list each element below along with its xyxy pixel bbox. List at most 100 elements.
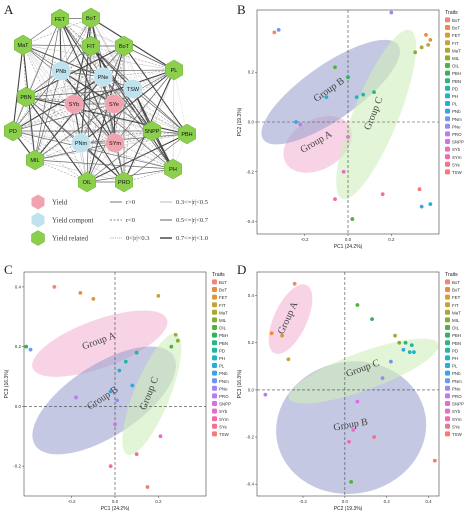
network-edge [22, 44, 188, 135]
legend-item-fit: FIT [445, 40, 459, 46]
legend-item-snpp: SNPP [212, 401, 231, 407]
legend-label: FIT [452, 41, 459, 46]
legend-item-pne: PNe [212, 385, 228, 391]
legend-label: PBN [452, 341, 461, 346]
legend-swatch [212, 363, 217, 368]
network-edge [113, 45, 125, 105]
legend-label: TSW [452, 170, 463, 175]
network-edge [25, 96, 174, 170]
legend-class-related: Yield related [31, 230, 88, 246]
legend-swatch [212, 309, 217, 315]
data-point [52, 285, 57, 289]
network-edge [12, 130, 88, 183]
legend-label: TSW [452, 432, 463, 437]
network-edge [12, 69, 175, 132]
legend-r-label: 0.3<=|r|<0.5 [176, 199, 208, 206]
legend-swatch [212, 355, 217, 361]
network-node-pne: PNe [93, 67, 113, 87]
node-hexagon-shape [4, 120, 22, 142]
data-point [409, 343, 414, 347]
network-edge [90, 45, 125, 183]
node-label: TSW [127, 87, 140, 93]
y-tick-label: 0.4 [248, 293, 255, 298]
node-hexagon-shape [82, 35, 100, 57]
legend-label: SYm [452, 417, 462, 422]
legend-swatch [445, 154, 450, 160]
y-axis-label: PC3 (16.3%) [237, 369, 243, 398]
x-tick-label: 0.0 [342, 499, 349, 504]
network-edge [12, 130, 82, 144]
legend-label: PH [219, 356, 225, 361]
legend-label: BoT [219, 288, 227, 293]
network-edge [34, 159, 174, 170]
legend-swatch [212, 370, 217, 376]
legend-label: SYe [219, 424, 227, 429]
legend-swatch [445, 161, 450, 167]
data-point [355, 303, 360, 307]
legend-label: PBH [219, 333, 228, 338]
legend-item-pl: PL [445, 363, 458, 369]
legend-item-mat: MaT [445, 47, 461, 53]
data-point [346, 75, 350, 80]
node-hexagon-shape [51, 8, 69, 30]
legend-swatch [445, 317, 450, 323]
network-node-bot: BoT [82, 7, 100, 29]
data-point [372, 435, 377, 439]
network-edge [114, 142, 174, 170]
node-label: PNm [75, 141, 88, 147]
legend-label: MaT [452, 310, 461, 315]
network-node-mat: MaT [14, 34, 32, 56]
group-ellipse-1: Group A [268, 284, 313, 354]
legend-swatch [445, 416, 450, 422]
ellipse-shape [288, 338, 439, 404]
network-edge [22, 44, 82, 144]
network-edge [25, 45, 125, 98]
legend-swatch [212, 347, 217, 353]
legend-label: PNb [452, 109, 461, 114]
network-edge [102, 76, 125, 183]
legend-item-pnb: PNb [445, 108, 461, 114]
network-edge [90, 45, 174, 170]
legend-label: SYm [452, 155, 462, 160]
network-edge [25, 96, 116, 144]
network-node-snpp: SNPP [143, 120, 161, 142]
network-edge [12, 103, 75, 132]
legend-r-label: r>0 [126, 199, 135, 206]
legend-item-sym: SYm [212, 416, 229, 422]
network-edge [34, 17, 92, 161]
node-label: PNe [98, 75, 109, 81]
network-node-pbh: PBH [178, 123, 196, 145]
network-edge [73, 88, 134, 105]
network-edge [151, 69, 175, 132]
network-edge [22, 44, 116, 144]
legend-item-oil: OIL [445, 63, 460, 69]
panel-label-a: A [4, 2, 14, 17]
data-point [117, 368, 122, 373]
legend-item-fet: FET [445, 294, 461, 300]
network-edge [80, 142, 174, 170]
legend-label: SNPP [452, 140, 464, 145]
legend-item-tsw: TSW [445, 169, 463, 175]
ellipse-shape [261, 39, 400, 145]
node-label: PD [9, 129, 17, 135]
node-circle-shape [64, 94, 84, 114]
legend-hexagon-icon [31, 230, 45, 246]
network-edge [60, 70, 134, 90]
network-edge [73, 45, 92, 105]
node-hexagon-shape [78, 171, 96, 193]
legend-swatch [445, 408, 450, 414]
legend-item-bot: BoT [212, 287, 227, 293]
legend-item-pd: PD [212, 347, 225, 353]
data-point [175, 338, 180, 343]
data-point [346, 135, 350, 139]
network-edge [114, 142, 125, 183]
legend-label: BoT [452, 18, 460, 23]
network-edge [173, 69, 188, 135]
data-point [91, 296, 96, 301]
group-ellipse-1: Group A [32, 310, 168, 377]
network-edge [25, 96, 115, 105]
x-axis-label: PC1 (24.2%) [101, 506, 130, 512]
network-edge [22, 44, 174, 170]
legend-swatch [445, 25, 450, 30]
y-tick-label: 0.2 [15, 344, 22, 349]
